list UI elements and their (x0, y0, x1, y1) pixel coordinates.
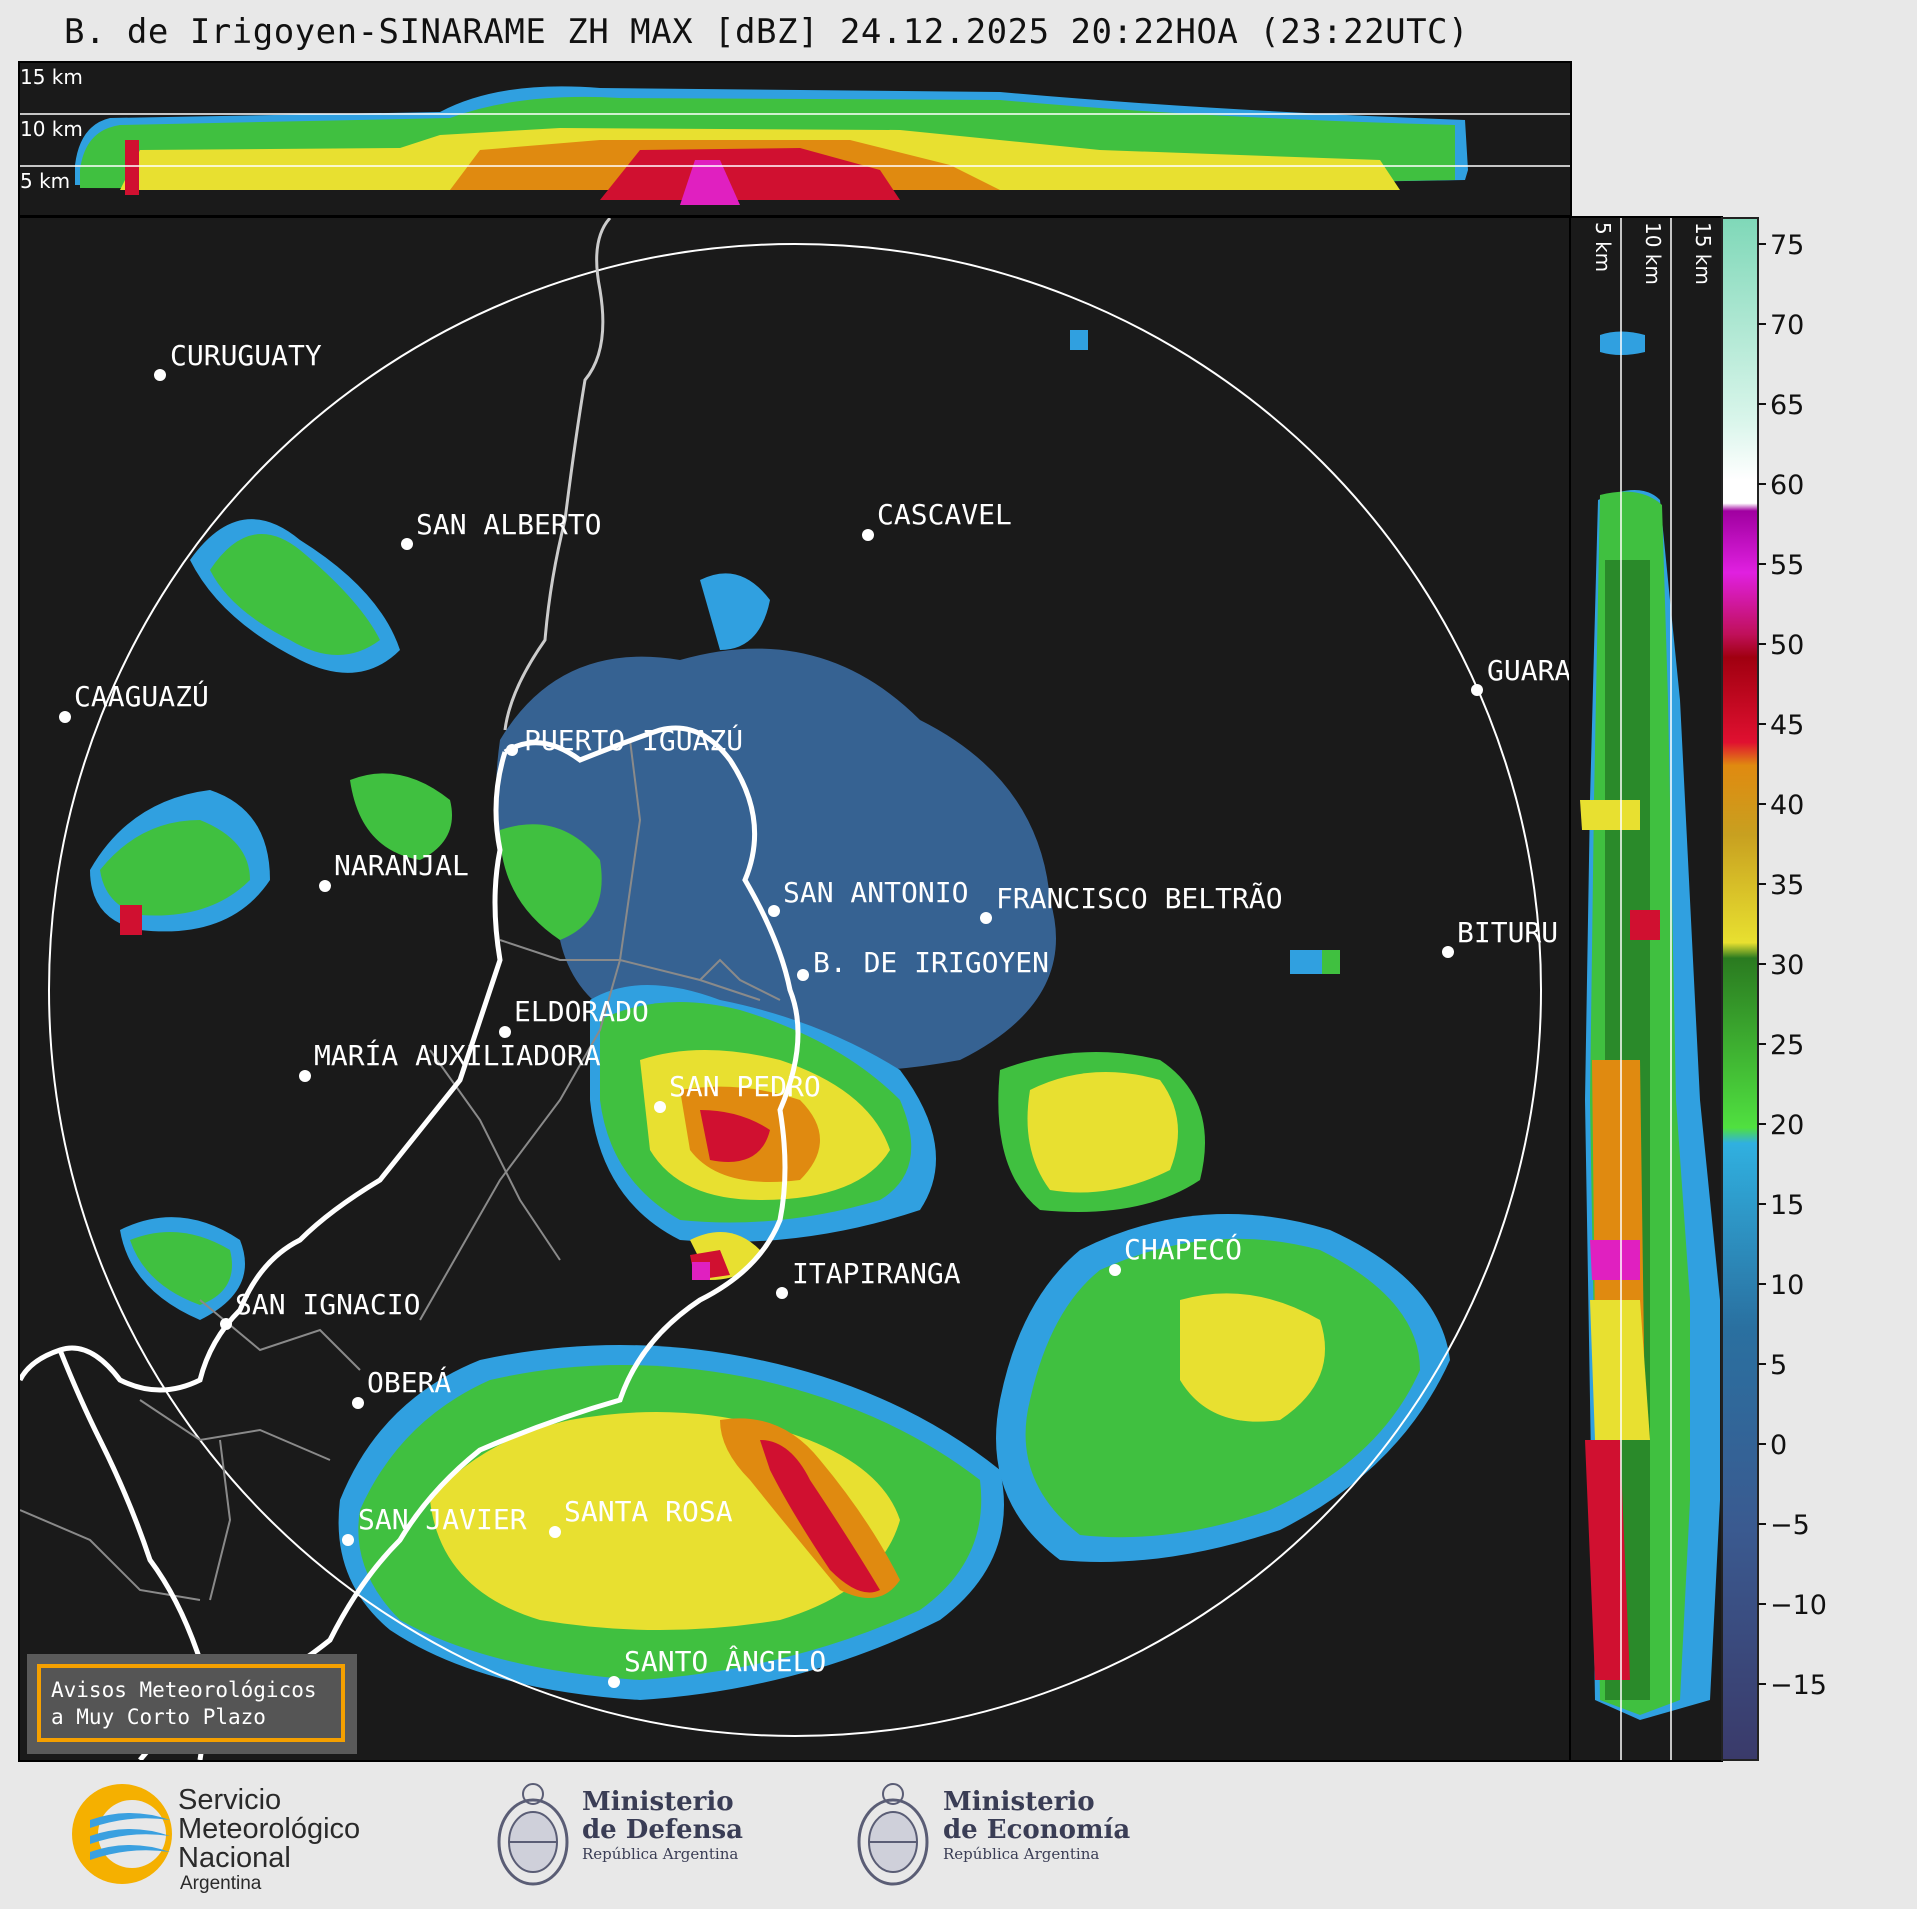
colorbar-tick-label: 45 (1770, 710, 1804, 741)
radar-range-ring (48, 243, 1542, 1737)
city-maria-auxiliadora: MARÍA AUXILIADORA (299, 1038, 601, 1082)
colorbar-tick-label: 25 (1770, 1030, 1804, 1061)
city-cascavel: CASCAVEL (862, 498, 1012, 541)
city-curuguaty: CURUGUATY (154, 339, 322, 381)
side-height-label-15: 15 km (1691, 222, 1715, 285)
city-caaguazu: CAAGUAZÚ (59, 679, 209, 723)
colorbar-tick-label: 20 (1770, 1110, 1804, 1141)
top-height-label-5: 5 km (20, 169, 70, 193)
city-san-alberto: SAN ALBERTO (401, 508, 601, 550)
city-san-ignacio: SAN IGNACIO (220, 1288, 420, 1330)
warning-box[interactable]: Avisos Meteorológicos a Muy Corto Plazo (27, 1654, 357, 1754)
smn-logo-icon (72, 1784, 172, 1884)
svg-text:CURUGUATY: CURUGUATY (170, 339, 322, 372)
colorbar-tick-label: 60 (1770, 470, 1804, 501)
city-guara: GUARA (1471, 654, 1571, 696)
svg-text:OBERÁ: OBERÁ (367, 1365, 451, 1399)
city-bituru: BITURU (1442, 916, 1558, 958)
svg-text:ITAPIRANGA: ITAPIRANGA (792, 1257, 961, 1290)
colorbar-tick-label: 40 (1770, 790, 1804, 821)
colorbar-tick-label: 70 (1770, 310, 1804, 341)
city-francisco-beltrao: FRANCISCO BELTRÃO (980, 882, 1283, 924)
international-border-north (503, 218, 612, 731)
main-radar-map: CURUGUATY SAN ALBERTO CASCAVEL CAAGUAZÚ … (18, 216, 1572, 1762)
side-height-label-5: 5 km (1591, 222, 1615, 272)
top-height-label-15: 15 km (20, 65, 83, 89)
footer-logos: Servicio Meteorológico Nacional Argentin… (0, 1762, 1917, 1909)
colorbar-gradient (1721, 217, 1759, 1761)
city-itapiranga: ITAPIRANGA (776, 1257, 961, 1299)
svg-text:SAN PEDRO: SAN PEDRO (669, 1070, 821, 1103)
city-santa-rosa: SANTA ROSA (549, 1495, 733, 1538)
warning-line-1: Avisos Meteorológicos (51, 1678, 317, 1702)
city-obera: OBERÁ (352, 1365, 451, 1409)
argentina-seal-icon-2 (857, 1783, 929, 1886)
svg-text:SANTA ROSA: SANTA ROSA (564, 1495, 733, 1528)
colorbar-tick-label: 10 (1770, 1270, 1804, 1301)
city-santo-angelo: SANTO ÂNGELO (608, 1644, 826, 1688)
colorbar-tick-label: 5 (1770, 1350, 1787, 1381)
colorbar-tick-label: 30 (1770, 950, 1804, 981)
svg-text:CHAPECÓ: CHAPECÓ (1124, 1232, 1242, 1266)
svg-text:SAN IGNACIO: SAN IGNACIO (235, 1288, 420, 1321)
svg-text:SAN ALBERTO: SAN ALBERTO (416, 508, 601, 541)
colorbar-tick-label: 55 (1770, 550, 1804, 581)
colorbar-tick-label: 15 (1770, 1190, 1804, 1221)
radar-echoes (90, 330, 1450, 1700)
colorbar-tick-label: −5 (1770, 1510, 1810, 1541)
city-puerto-iguazu: PUERTO IGUAZÚ (506, 723, 743, 757)
city-b-de-irigoyen: B. DE IRIGOYEN (797, 946, 1049, 981)
colorbar-tick-label: 50 (1770, 630, 1804, 661)
side-cross-section-panel: 5 km 10 km 15 km (1569, 216, 1723, 1762)
side-height-label-10: 10 km (1641, 222, 1665, 285)
economia-logo-text: Ministerio de Economía República Argenti… (943, 1787, 1131, 1863)
svg-text:SAN ANTONIO: SAN ANTONIO (783, 876, 968, 909)
svg-text:B. DE IRIGOYEN: B. DE IRIGOYEN (813, 946, 1049, 979)
svg-text:NARANJAL: NARANJAL (334, 849, 469, 882)
map-title: B. de Irigoyen-SINARAME ZH MAX [dBZ] 24.… (64, 12, 1469, 52)
svg-text:SANTO ÂNGELO: SANTO ÂNGELO (624, 1644, 826, 1678)
city-eldorado: ELDORADO (499, 995, 649, 1038)
defensa-logo-text: Ministerio de Defensa República Argentin… (582, 1787, 743, 1863)
svg-text:FRANCISCO BELTRÃO: FRANCISCO BELTRÃO (996, 882, 1283, 915)
svg-text:SAN JAVIER: SAN JAVIER (358, 1503, 527, 1536)
city-markers: CURUGUATY SAN ALBERTO CASCAVEL CAAGUAZÚ … (59, 339, 1571, 1688)
colorbar-tick-label: −15 (1770, 1670, 1827, 1701)
colorbar-tick-label: 35 (1770, 870, 1804, 901)
svg-text:CAAGUAZÚ: CAAGUAZÚ (74, 679, 209, 713)
top-height-label-10: 10 km (20, 117, 83, 141)
svg-text:PUERTO IGUAZÚ: PUERTO IGUAZÚ (524, 723, 743, 757)
argentina-seal-icon (497, 1783, 569, 1886)
colorbar-tick-label: 75 (1770, 230, 1804, 261)
svg-text:ELDORADO: ELDORADO (514, 995, 649, 1028)
svg-text:CASCAVEL: CASCAVEL (877, 498, 1012, 531)
city-chapeco: CHAPECÓ (1109, 1232, 1242, 1276)
warning-line-2: a Muy Corto Plazo (51, 1705, 266, 1729)
top-cross-section-panel: 15 km 10 km 5 km (18, 61, 1572, 217)
svg-text:MARÍA AUXILIADORA: MARÍA AUXILIADORA (314, 1038, 601, 1072)
svg-text:BITURU: BITURU (1457, 916, 1558, 949)
colorbar-tick-label: 65 (1770, 390, 1804, 421)
city-san-javier: SAN JAVIER (342, 1503, 527, 1546)
side-cross-section-echoes (1580, 331, 1720, 1720)
colorbar-tick-label: 0 (1770, 1430, 1787, 1461)
smn-logo-text: Servicio Meteorológico Nacional Argentin… (178, 1784, 361, 1895)
colorbar-tick-label: −10 (1770, 1590, 1827, 1621)
city-san-pedro: SAN PEDRO (654, 1070, 821, 1113)
city-san-antonio: SAN ANTONIO (768, 876, 968, 917)
city-naranjal: NARANJAL (319, 849, 469, 892)
svg-text:GUARA: GUARA (1487, 654, 1571, 687)
